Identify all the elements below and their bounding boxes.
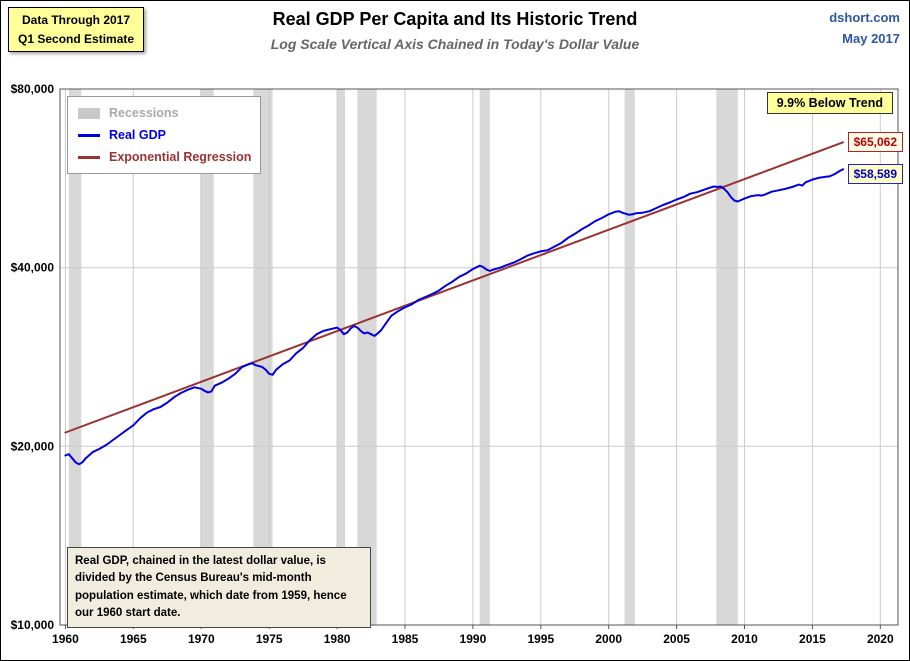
svg-text:1995: 1995	[527, 632, 554, 646]
svg-text:2020: 2020	[867, 632, 894, 646]
svg-text:1990: 1990	[460, 632, 487, 646]
svg-text:1960: 1960	[52, 632, 79, 646]
plot-border	[59, 88, 899, 626]
legend-item-recessions: Recessions	[78, 102, 254, 124]
real-gdp-line-icon	[78, 133, 100, 137]
recession-bands	[68, 89, 738, 625]
recessions-swatch-icon	[78, 107, 100, 119]
source-date: May 2017	[842, 30, 900, 46]
source-site: dshort.com	[829, 10, 900, 25]
regression-line-icon	[78, 155, 100, 159]
legend-label-recessions: Recessions	[109, 106, 179, 120]
badge-line2: Q1 Second Estimate	[18, 31, 135, 46]
source-block: dshort.com May 2017	[829, 8, 900, 50]
svg-text:$20,000: $20,000	[11, 439, 55, 453]
data-through-badge: Data Through 2017 Q1 Second Estimate	[8, 7, 145, 53]
legend-label-real-gdp: Real GDP	[109, 128, 166, 142]
svg-text:$80,000: $80,000	[11, 82, 55, 96]
trend-end-value-tag: $65,062	[847, 132, 903, 152]
svg-text:1980: 1980	[324, 632, 351, 646]
legend-label-regression: Exponential Regression	[109, 150, 252, 164]
svg-text:2010: 2010	[731, 632, 758, 646]
y-axis-labels: $10,000 $20,000 $40,000 $80,000	[11, 82, 55, 632]
x-axis-labels: 1960 1965 1970 1975 1980 1985 1990 1995 2000 2005…	[52, 625, 894, 646]
gdp-end-value-tag: $58,589	[847, 164, 903, 184]
svg-text:1975: 1975	[256, 632, 283, 646]
svg-text:$10,000: $10,000	[11, 618, 55, 632]
series-exponential-regression	[64, 141, 844, 434]
gridlines	[60, 89, 898, 625]
footnote-box: Real GDP, chained in the latest dollar v…	[67, 547, 371, 628]
svg-text:2000: 2000	[595, 632, 622, 646]
legend-item-real-gdp: Real GDP	[78, 124, 254, 146]
svg-text:2005: 2005	[663, 632, 690, 646]
below-trend-badge: 9.9% Below Trend	[766, 92, 893, 114]
svg-text:1985: 1985	[392, 632, 419, 646]
legend-item-regression: Exponential Regression	[78, 146, 254, 168]
series-real-gdp	[64, 168, 844, 466]
page-title: Real GDP Per Capita and Its Historic Tre…	[272, 9, 638, 29]
legend-box: Recessions Real GDP Exponential Regressi…	[67, 96, 261, 174]
svg-text:1970: 1970	[188, 632, 215, 646]
svg-text:$40,000: $40,000	[11, 261, 55, 275]
svg-text:1965: 1965	[120, 632, 147, 646]
page-subtitle: Log Scale Vertical Axis Chained in Today…	[270, 36, 640, 52]
svg-text:2015: 2015	[799, 632, 826, 646]
badge-line1: Data Through 2017	[22, 13, 131, 27]
